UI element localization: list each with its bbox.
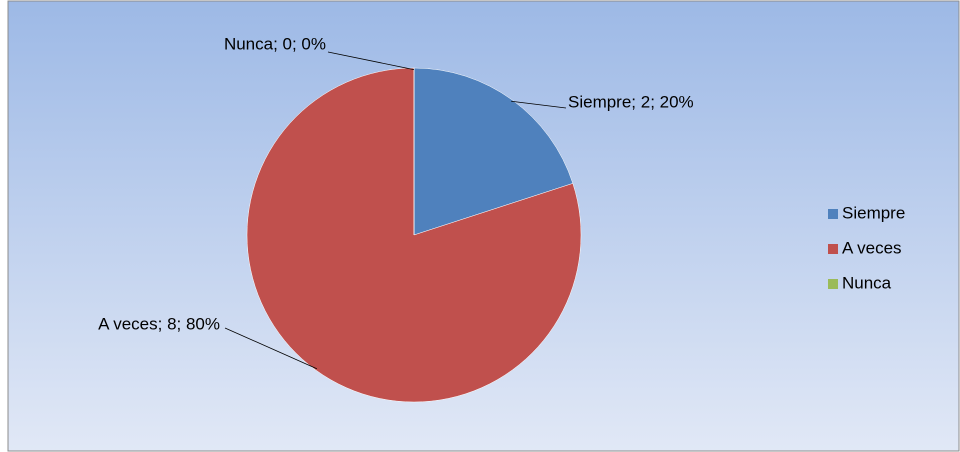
pie-slice (413, 67, 574, 236)
leader-line (327, 51, 415, 71)
plot-area: Siempre; 2; 20% A veces; 8; 80% Nunca; 0; … (98, 34, 694, 403)
legend-swatch (828, 279, 838, 289)
legend-swatch (828, 244, 838, 254)
data-label: A veces; 8; 80% (98, 314, 220, 333)
legend-label: Nunca (842, 273, 892, 292)
legend: Siempre A veces Nunca (828, 203, 905, 292)
data-label: Nunca; 0; 0% (224, 34, 326, 53)
pie-slice (246, 67, 582, 403)
legend-swatch (828, 209, 838, 219)
data-label: Siempre; 2; 20% (568, 92, 694, 111)
leader-line (511, 100, 567, 109)
leader-line (224, 327, 317, 370)
legend-label: Siempre (842, 203, 905, 222)
legend-label: A veces (842, 238, 902, 257)
